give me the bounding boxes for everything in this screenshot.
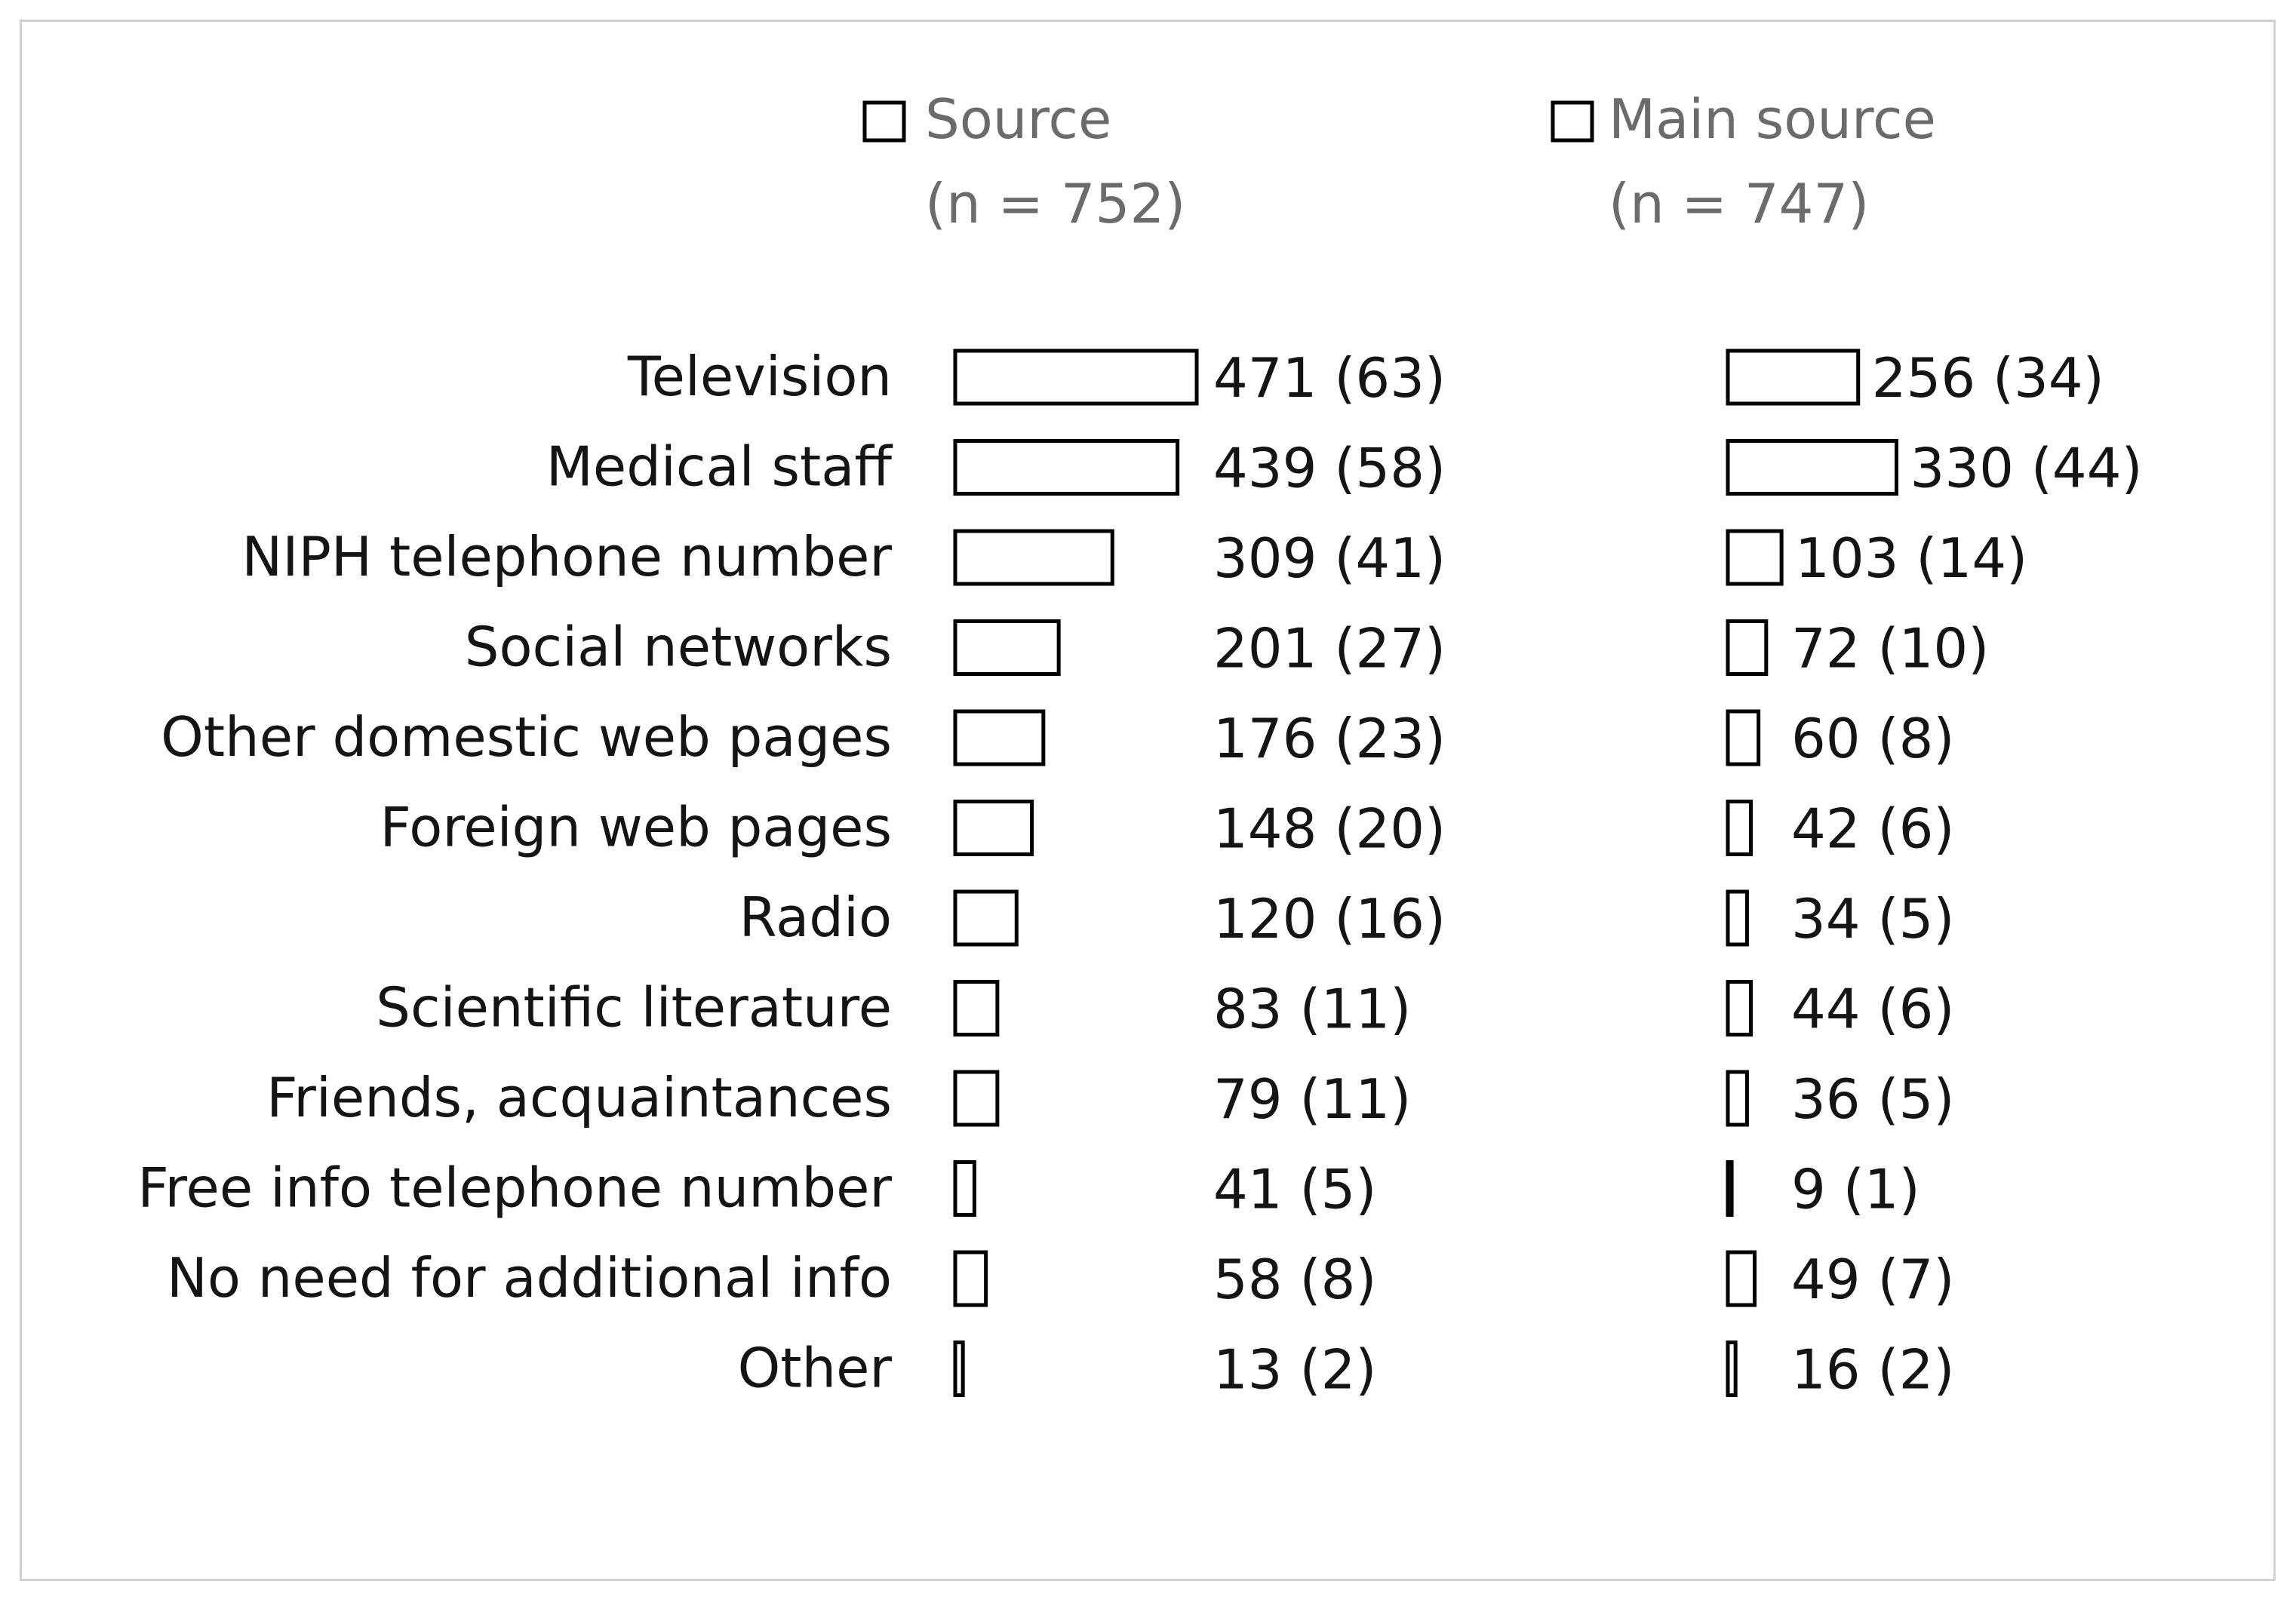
bar-source-free-info-telephone-number <box>953 1160 976 1217</box>
bar-main-source-other-domestic-web-pages <box>1726 709 1761 766</box>
bar-source-other <box>953 1340 965 1397</box>
legend-n-main-source: (n = 747) <box>1609 172 1869 235</box>
legend-label-main-source: Main source <box>1609 88 1936 151</box>
category-label-other-domestic-web-pages: Other domestic web pages <box>161 705 892 769</box>
bar-main-source-television <box>1726 349 1861 406</box>
value-label-source-other: 13 (2) <box>1213 1338 1377 1402</box>
category-label-social-networks: Social networks <box>465 616 892 679</box>
category-label-friends-acquaintances: Friends, acquaintances <box>266 1066 892 1129</box>
value-label-main-source-foreign-web-pages: 42 (6) <box>1791 797 1955 861</box>
bar-source-social-networks <box>953 619 1061 676</box>
value-label-main-source-medical-staff: 330 (44) <box>1910 437 2143 500</box>
value-label-main-source-social-networks: 72 (10) <box>1791 617 1989 680</box>
bar-source-niph-telephone-number <box>953 529 1114 586</box>
legend-swatch-main-source <box>1551 100 1594 143</box>
bar-main-source-scientific-literature <box>1726 980 1753 1036</box>
value-label-source-no-need-for-additional-info: 58 (8) <box>1213 1248 1377 1311</box>
bar-main-source-other <box>1726 1340 1738 1397</box>
bar-main-source-free-info-telephone-number <box>1726 1160 1734 1217</box>
value-label-main-source-free-info-telephone-number: 9 (1) <box>1791 1158 1920 1221</box>
bar-main-source-no-need-for-additional-info <box>1726 1250 1757 1307</box>
value-label-source-foreign-web-pages: 148 (20) <box>1213 797 1446 861</box>
bar-source-other-domestic-web-pages <box>953 709 1046 766</box>
value-label-main-source-radio: 34 (5) <box>1791 887 1955 950</box>
category-label-free-info-telephone-number: Free info telephone number <box>137 1156 892 1220</box>
category-label-niph-telephone-number: NIPH telephone number <box>241 525 892 588</box>
bar-main-source-radio <box>1726 889 1749 947</box>
value-label-source-radio: 120 (16) <box>1213 887 1446 950</box>
bar-source-radio <box>953 889 1019 947</box>
bar-main-source-social-networks <box>1726 619 1769 676</box>
category-label-other: Other <box>738 1337 893 1400</box>
category-label-scientific-literature: Scientific literature <box>376 976 892 1040</box>
category-label-radio: Radio <box>739 886 892 949</box>
legend-n-source: (n = 752) <box>925 172 1185 235</box>
category-label-no-need-for-additional-info: No need for additional info <box>167 1246 892 1310</box>
value-label-main-source-other-domestic-web-pages: 60 (8) <box>1791 707 1955 770</box>
category-labels: Television Medical staff NIPH telephone nu… <box>137 345 893 1400</box>
value-label-source-television: 471 (63) <box>1213 346 1446 410</box>
category-label-television: Television <box>627 345 892 408</box>
bar-source-medical-staff <box>953 439 1180 496</box>
value-label-source-scientific-literature: 83 (11) <box>1213 978 1411 1041</box>
bar-main-source-niph-telephone-number <box>1726 529 1784 586</box>
value-label-source-free-info-telephone-number: 41 (5) <box>1213 1158 1377 1221</box>
value-label-main-source-other: 16 (2) <box>1791 1338 1955 1402</box>
value-label-source-friends-acquaintances: 79 (11) <box>1213 1067 1411 1131</box>
value-label-source-niph-telephone-number: 309 (41) <box>1213 527 1446 590</box>
value-label-main-source-television: 256 (34) <box>1872 346 2104 410</box>
value-label-main-source-friends-acquaintances: 36 (5) <box>1791 1067 1955 1131</box>
bar-source-television <box>953 349 1199 406</box>
value-label-main-source-niph-telephone-number: 103 (14) <box>1795 527 2027 590</box>
bar-source-scientific-literature <box>953 980 1000 1036</box>
category-label-foreign-web-pages: Foreign web pages <box>380 796 892 859</box>
category-label-medical-staff: Medical staff <box>546 435 893 499</box>
value-label-main-source-scientific-literature: 44 (6) <box>1791 978 1955 1041</box>
value-label-source-social-networks: 201 (27) <box>1213 617 1446 680</box>
series-source: 471 (63) 439 (58) 309 (41) 201 (27) 176 (23)… <box>953 346 1446 1402</box>
bar-main-source-friends-acquaintances <box>1726 1070 1749 1127</box>
bar-main-source-medical-staff <box>1726 439 1899 496</box>
bar-source-foreign-web-pages <box>953 800 1034 856</box>
value-label-source-medical-staff: 439 (58) <box>1213 437 1446 500</box>
chart-frame <box>20 20 2276 1581</box>
legend-swatch-source <box>862 100 906 143</box>
bar-source-no-need-for-additional-info <box>953 1250 988 1307</box>
value-label-main-source-no-need-for-additional-info: 49 (7) <box>1791 1248 1955 1311</box>
series-main-source: 256 (34) 330 (44) 103 (14) 72 (10) 60 (8) 42 … <box>1726 346 2143 1402</box>
bar-source-friends-acquaintances <box>953 1070 1000 1127</box>
legend-label-source: Source <box>925 88 1111 151</box>
value-label-source-other-domestic-web-pages: 176 (23) <box>1213 707 1446 770</box>
bar-main-source-foreign-web-pages <box>1726 800 1753 856</box>
